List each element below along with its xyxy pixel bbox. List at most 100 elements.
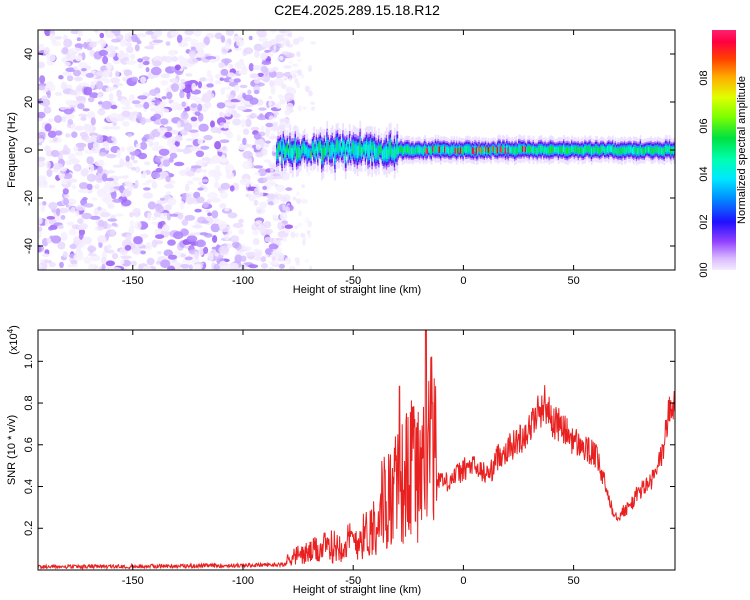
heatmap-cell xyxy=(455,147,458,155)
heatmap-cell xyxy=(310,150,313,159)
heatmap-cell xyxy=(314,149,317,157)
heatmap-cell xyxy=(133,184,138,189)
colorbar-tick-label: 0.2 xyxy=(698,214,710,229)
heatmap-cell xyxy=(504,147,507,155)
heatmap-cell xyxy=(276,240,282,246)
heatmap-cell xyxy=(54,115,62,124)
heatmap-cell xyxy=(269,164,276,172)
heatmap-cell xyxy=(285,97,291,103)
heatmap-cell xyxy=(389,141,392,154)
heatmap-cell xyxy=(145,30,154,35)
heatmap-cell xyxy=(285,102,294,111)
heatmap-cell xyxy=(410,147,413,154)
heatmap-cell xyxy=(54,213,63,222)
snr-series-line xyxy=(38,330,675,570)
heatmap-cell xyxy=(625,147,627,154)
heatmap-cell xyxy=(111,136,117,142)
heatmap-cell xyxy=(401,147,404,155)
heatmap-cell xyxy=(433,147,436,153)
heatmap-cell xyxy=(243,246,252,252)
heatmap-cell xyxy=(265,122,274,128)
x-tick-label: -50 xyxy=(345,275,361,287)
heatmap-cell xyxy=(270,86,276,95)
heatmap-cell xyxy=(342,140,344,153)
heatmap-cell xyxy=(416,146,418,153)
heatmap-cell xyxy=(233,78,241,83)
heatmap-cell xyxy=(185,197,195,205)
heatmap-cell xyxy=(294,140,297,151)
heatmap-cell xyxy=(234,254,243,264)
heatmap-cell xyxy=(242,150,253,159)
heatmap-cell xyxy=(102,196,112,203)
heatmap-cell xyxy=(131,111,139,116)
heatmap-cell xyxy=(530,146,532,153)
heatmap-cell xyxy=(446,146,449,153)
heatmap-cell xyxy=(104,145,110,151)
heatmap-cell xyxy=(506,145,508,153)
heatmap-cell xyxy=(174,140,180,147)
heatmap-cell xyxy=(478,145,481,152)
x-tick-label: 0 xyxy=(460,275,466,287)
heatmap-cell xyxy=(338,143,340,154)
heatmap-cell xyxy=(414,147,417,154)
heatmap-cell xyxy=(60,166,67,172)
heatmap-cell xyxy=(168,135,176,145)
heatmap-cell xyxy=(95,80,104,90)
heatmap-cell xyxy=(61,81,67,90)
heatmap-cell xyxy=(199,159,208,164)
heatmap-cell xyxy=(295,148,298,160)
heatmap-cell xyxy=(107,218,118,222)
heatmap-cell xyxy=(253,133,262,140)
heatmap-cell xyxy=(185,30,192,34)
heatmap-cell xyxy=(466,145,469,153)
heatmap-cell xyxy=(143,101,150,110)
heatmap-cell xyxy=(379,146,381,153)
heatmap-cell xyxy=(51,209,57,213)
heatmap-cell xyxy=(144,161,151,166)
heatmap-cell xyxy=(190,146,202,152)
heatmap-cell xyxy=(122,175,129,179)
heatmap-cell xyxy=(375,147,377,159)
heatmap-cell xyxy=(242,92,247,99)
heatmap-x-ticks: -150 -100 -50 0 50 xyxy=(122,30,580,287)
heatmap-cell xyxy=(60,215,66,220)
heatmap-cell xyxy=(92,197,98,201)
heatmap-cell xyxy=(242,137,247,146)
heatmap-cell xyxy=(132,159,138,164)
heatmap-cell xyxy=(214,80,222,85)
heatmap-y-axis-label: Frequency (Hz) xyxy=(6,112,18,188)
heatmap-cell xyxy=(97,235,107,244)
heatmap-cell xyxy=(220,182,231,190)
heatmap-cell xyxy=(332,144,335,152)
heatmap-cell xyxy=(155,93,161,99)
heatmap-cell xyxy=(100,40,107,48)
heatmap-cell xyxy=(214,32,223,40)
heatmap-cell xyxy=(254,250,262,259)
heatmap-cell xyxy=(199,232,209,236)
y-tick-label: 0.6 xyxy=(23,437,35,452)
heatmap-cell xyxy=(440,147,442,155)
heatmap-cell xyxy=(407,145,409,153)
heatmap-cell xyxy=(101,100,113,110)
heatmap-cell xyxy=(197,181,203,186)
heatmap-cell xyxy=(81,72,88,77)
heatmap-cell xyxy=(552,146,555,154)
heatmap-cell xyxy=(64,61,71,66)
heatmap-cell xyxy=(65,99,75,106)
heatmap-cell xyxy=(180,78,186,84)
heatmap-cell xyxy=(286,143,289,153)
heatmap-cell xyxy=(474,145,477,153)
heatmap-cell xyxy=(183,122,193,132)
heatmap-cell xyxy=(277,233,285,238)
heatmap-cell xyxy=(369,140,372,151)
heatmap-cell xyxy=(126,46,134,54)
heatmap-cell xyxy=(220,87,226,95)
snr-frame xyxy=(37,329,676,571)
heatmap-cell xyxy=(445,146,448,154)
heatmap-cell xyxy=(371,145,374,159)
heatmap-cell xyxy=(645,147,647,153)
heatmap-cell xyxy=(177,212,184,220)
heatmap-cell xyxy=(201,220,209,224)
heatmap-cell xyxy=(205,78,214,82)
heatmap-cell xyxy=(208,169,215,177)
